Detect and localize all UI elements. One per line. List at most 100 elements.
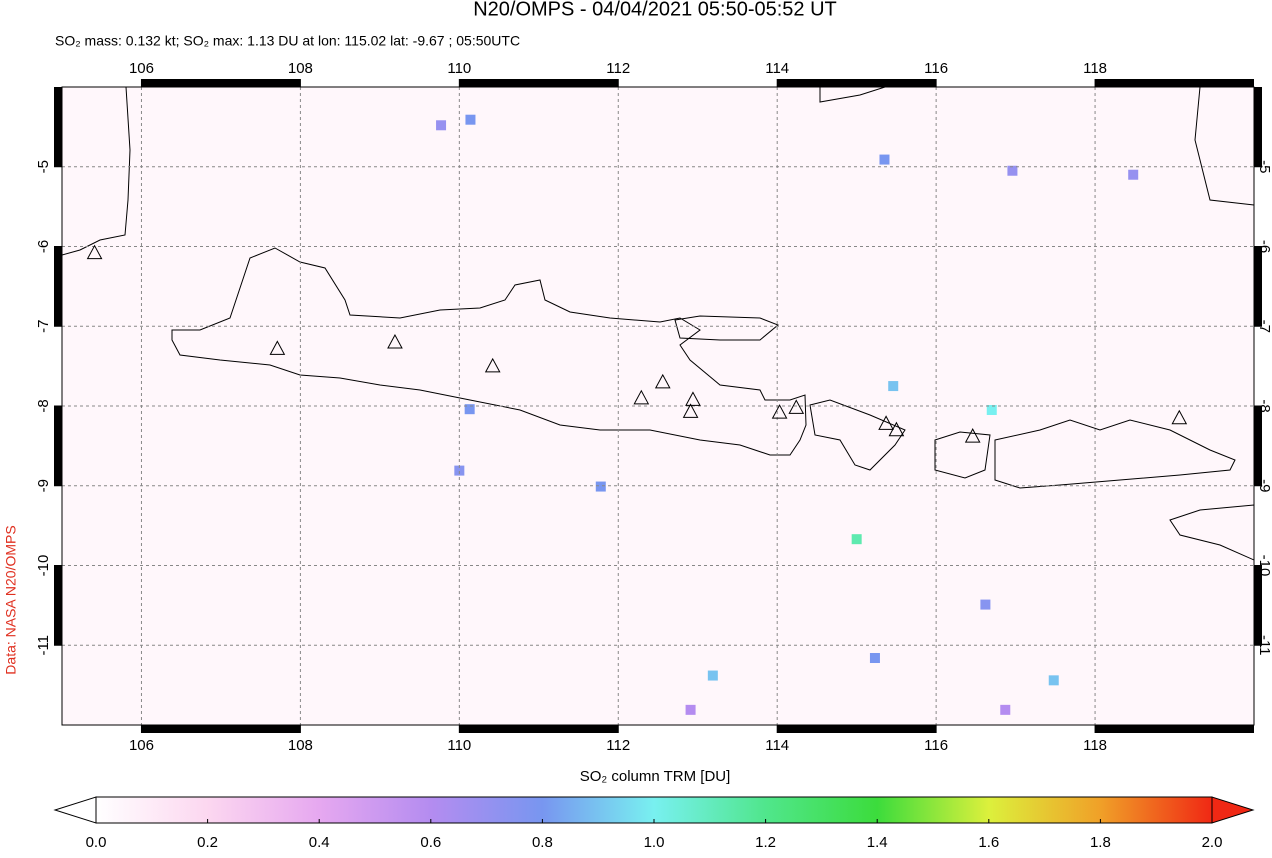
colorbar-under — [53, 796, 97, 824]
x-tick-label: 110 — [447, 60, 471, 77]
volcano — [86, 244, 103, 260]
y-tick-label: -11 — [1256, 635, 1272, 656]
so2-pixel — [464, 404, 475, 415]
sumba — [1169, 504, 1254, 561]
so2-pixel — [685, 704, 696, 715]
colorbar-tick-label: 0.2 — [197, 834, 218, 851]
frame-bar — [1254, 87, 1262, 167]
x-tick-label: 114 — [765, 737, 789, 754]
volcano — [878, 415, 894, 430]
y-tick-label: -5 — [1256, 160, 1272, 173]
x-tick-label: 118 — [1083, 737, 1107, 754]
frame-bar — [54, 565, 62, 646]
x-tick-label: 106 — [129, 737, 154, 754]
y-tick-label: -11 — [35, 635, 52, 656]
colorbar-over — [1211, 796, 1255, 824]
so2-pixel — [1048, 675, 1059, 686]
volcano — [788, 399, 805, 414]
volcano — [633, 389, 650, 405]
title: N20/OMPS - 04/04/2021 05:50-05:52 UT — [473, 0, 837, 20]
x-tick-label: 116 — [924, 60, 948, 77]
y-tick-label: -6 — [35, 240, 52, 253]
y-tick-label: -5 — [35, 160, 52, 173]
x-tick-label: 108 — [288, 737, 313, 754]
so2-pixel — [986, 404, 997, 415]
frame-bar — [1254, 406, 1262, 486]
x-tick-label: 106 — [129, 60, 154, 77]
volcano — [654, 373, 671, 389]
x-tick-label: 110 — [447, 737, 471, 754]
frame-bar — [1095, 79, 1254, 87]
so2-pixel — [888, 381, 899, 392]
java — [171, 247, 807, 456]
y-tick-label: -10 — [35, 555, 52, 577]
so2-pixel — [980, 599, 991, 610]
colorbar — [95, 796, 1213, 824]
frame-bar — [777, 725, 937, 733]
source-label: Data: NASA N20/OMPS — [3, 525, 19, 674]
y-tick-label: -7 — [35, 320, 52, 333]
y-tick-label: -9 — [1256, 479, 1272, 492]
frame-bar — [1254, 246, 1262, 327]
sulawesi — [1194, 87, 1254, 206]
frame-bar — [1095, 725, 1254, 733]
y-tick-label: -7 — [1256, 320, 1272, 333]
colorbar-tick-label: 2.0 — [1202, 834, 1223, 851]
frame-bar — [141, 725, 301, 733]
frame-bar — [459, 79, 619, 87]
colorbar-tick-label: 1.0 — [644, 834, 665, 851]
frame-bar — [54, 246, 62, 327]
x-tick-label: 112 — [606, 60, 630, 77]
frame-bar — [1254, 565, 1262, 646]
x-tick-label: 116 — [924, 737, 948, 754]
so2-pixel — [851, 534, 862, 545]
frame-bar — [54, 406, 62, 486]
y-tick-label: -8 — [35, 399, 52, 412]
volcano — [269, 340, 286, 355]
colorbar-tick-label: 0.4 — [309, 834, 330, 851]
colorbar-label: SO₂ column TRM [DU] — [580, 768, 731, 785]
frame-bar — [54, 87, 62, 167]
volcano — [1171, 409, 1188, 425]
volcano — [888, 421, 905, 437]
volcano — [685, 391, 701, 406]
volcano — [771, 404, 788, 419]
x-tick-label: 118 — [1083, 60, 1107, 77]
y-tick-label: -9 — [35, 479, 52, 492]
madura — [674, 315, 779, 341]
plot-border — [61, 86, 1255, 726]
so2-pixel — [1128, 169, 1139, 180]
so2-pixel — [707, 670, 718, 681]
lombok — [934, 431, 991, 479]
volcano — [484, 357, 501, 373]
colorbar-tick-label: 0.6 — [420, 834, 441, 851]
so2-pixel — [1007, 165, 1018, 176]
subtitle: SO₂ mass: 0.132 kt; SO₂ max: 1.13 DU at … — [55, 33, 520, 49]
volcano — [964, 428, 981, 443]
sumatra — [62, 87, 131, 256]
sumbawa — [994, 419, 1236, 489]
volcano — [682, 403, 699, 418]
y-tick-label: -8 — [1256, 399, 1272, 412]
frame-bar — [777, 79, 937, 87]
coastlines — [62, 87, 1254, 561]
colorbar-tick-label: 1.6 — [978, 834, 999, 851]
x-tick-label: 114 — [765, 60, 789, 77]
y-tick-label: -10 — [1256, 555, 1272, 577]
colorbar-tick-label: 1.8 — [1090, 834, 1111, 851]
colorbar-tick-label: 0.8 — [532, 834, 553, 851]
so2-pixel — [1000, 704, 1011, 715]
y-tick-label: -6 — [1256, 240, 1272, 253]
so2-pixel — [595, 481, 606, 492]
frame-layer — [54, 79, 1262, 733]
x-tick-label: 112 — [606, 737, 630, 754]
pixel-layer — [436, 114, 1139, 715]
so2-pixel — [879, 154, 890, 165]
so2-pixel — [465, 114, 476, 125]
colorbar-tick-label: 0.0 — [86, 834, 107, 851]
so2-pixel — [869, 653, 880, 664]
so2-pixel — [454, 465, 465, 476]
colorbar-tick-label: 1.4 — [867, 834, 888, 851]
x-tick-label: 108 — [288, 60, 313, 77]
